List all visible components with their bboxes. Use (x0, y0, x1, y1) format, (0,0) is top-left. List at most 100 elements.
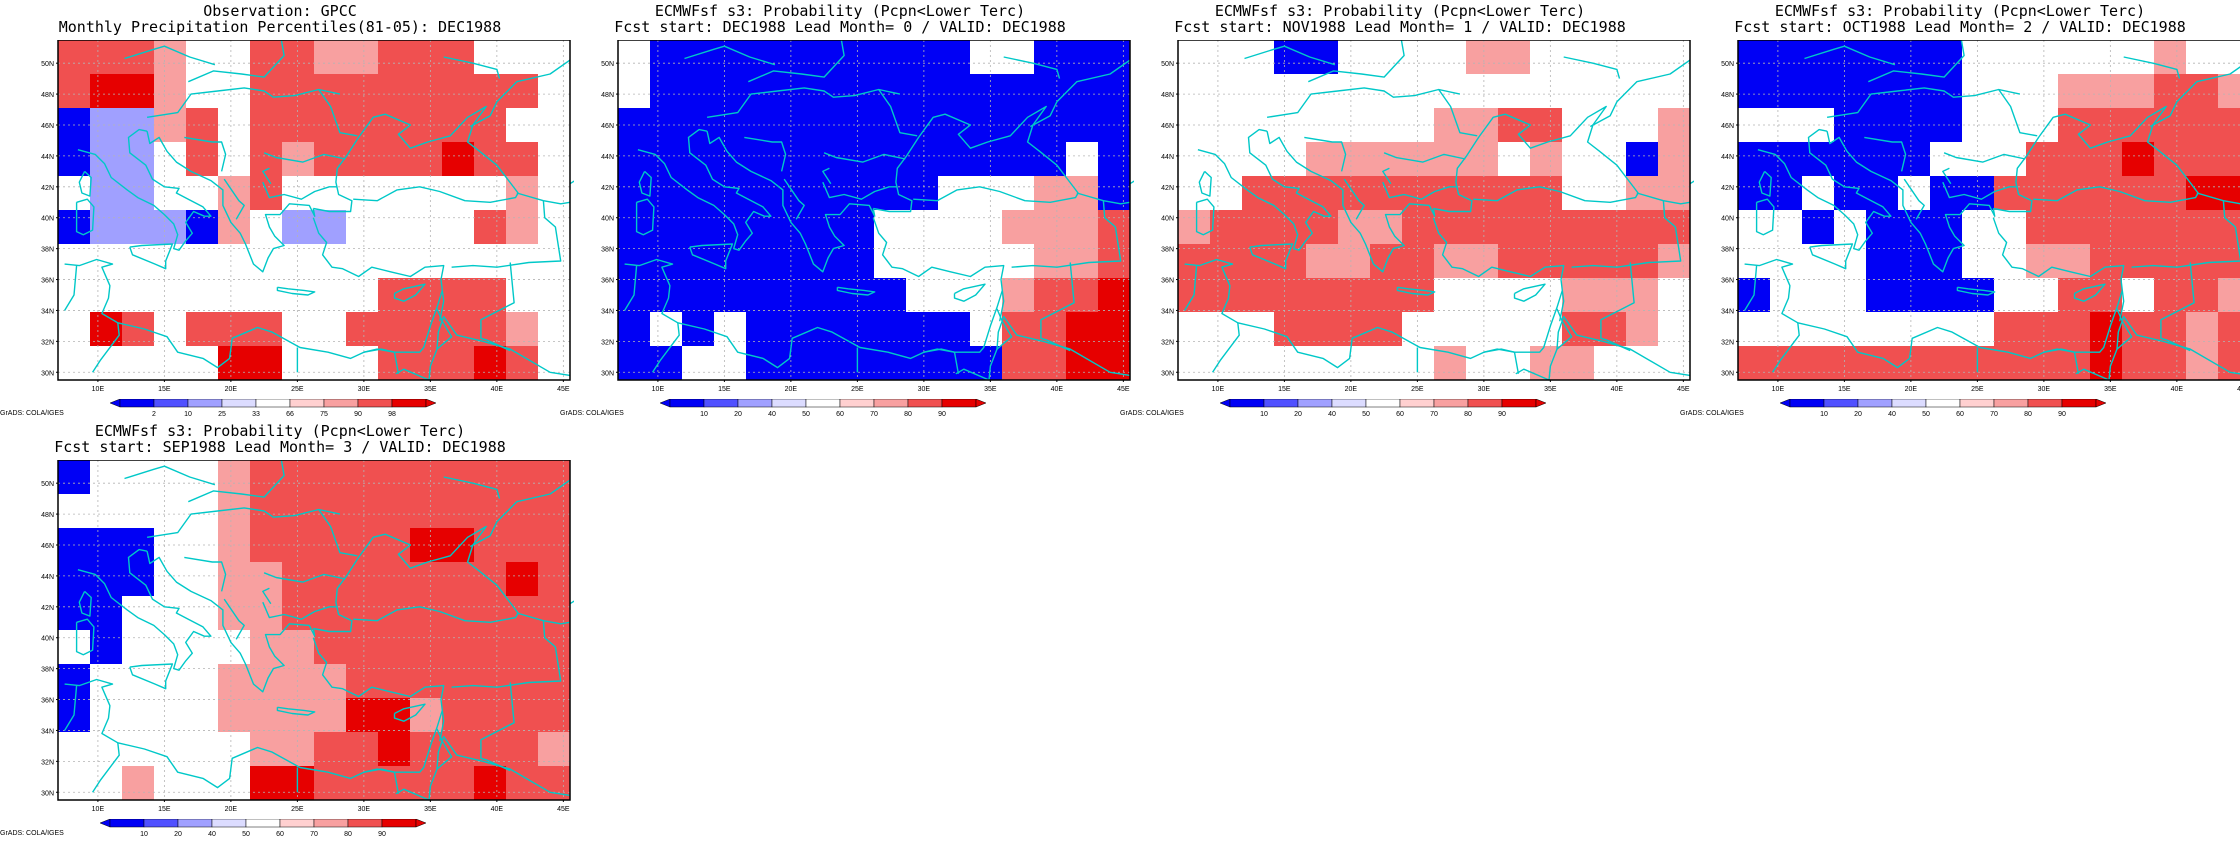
grid-cell (90, 108, 123, 143)
colorbar-segment (1399, 398, 1435, 408)
grid-cell (90, 766, 123, 801)
y-tick-label: 46N (41, 543, 54, 550)
grid-cell (1962, 244, 1995, 279)
colorbar-segment (2027, 398, 2063, 408)
grid-cell (1594, 210, 1627, 245)
y-tick-label: 34N (41, 308, 54, 315)
colorbar-segment (279, 818, 315, 828)
grid-cell (538, 278, 571, 313)
grid-cell (2058, 210, 2091, 245)
grid-cell (1594, 40, 1627, 75)
coastline (313, 105, 519, 213)
grid-cell (2058, 74, 2091, 109)
grid-cell (538, 596, 571, 631)
grid-cell (1834, 176, 1867, 211)
colorbar-label: 20 (1294, 411, 1302, 418)
y-tick-label: 32N (601, 339, 614, 346)
grid-cell (1242, 312, 1275, 347)
colorbar-segment (1263, 398, 1299, 408)
grid-cell (938, 312, 971, 347)
grid-cell (970, 40, 1003, 75)
coastline (78, 170, 92, 197)
grid-cell (378, 176, 411, 211)
grid-cell (506, 40, 539, 75)
coastline (706, 131, 876, 273)
x-tick-label: 40E (491, 806, 504, 813)
grid-cell (842, 40, 875, 75)
grid-cell (650, 210, 683, 245)
grid-cell (1626, 312, 1659, 347)
grid-cell (2186, 40, 2219, 75)
grid-cell (1306, 142, 1339, 177)
grid-cell (746, 346, 779, 381)
grid-cell (474, 596, 507, 631)
credit-label: GrADS: COLA/IGES (560, 410, 624, 417)
grid-cell (1594, 278, 1627, 313)
grid-cell (746, 312, 779, 347)
coastline (92, 322, 120, 373)
grid-cell (1658, 74, 1691, 109)
grid-cell (1370, 108, 1403, 143)
grid-cell (970, 176, 1003, 211)
colorbar-cap (975, 398, 987, 408)
grid-cell (1994, 176, 2027, 211)
grid-cell (378, 732, 411, 767)
coastline (469, 59, 571, 128)
grid-cell (90, 630, 123, 665)
coastline (2075, 315, 2240, 381)
grid-cell (442, 664, 475, 699)
grid-cell (474, 40, 507, 75)
grid-cell (1370, 74, 1403, 109)
colorbar-cap (659, 398, 671, 408)
grid-cell (1098, 312, 1131, 347)
grid-cell (442, 346, 475, 381)
grid-cell (874, 312, 907, 347)
grid-cell (1242, 210, 1275, 245)
coastline (263, 152, 346, 163)
grid-cell (410, 528, 443, 563)
grid-cell (1338, 312, 1371, 347)
coastline (1956, 286, 1996, 296)
grid-cell (906, 74, 939, 109)
grid-cell (314, 698, 347, 733)
credit-label: GrADS: COLA/IGES (0, 410, 64, 417)
coastline (1382, 181, 1458, 200)
colorbar-segment (211, 818, 247, 828)
colorbar-segment (187, 398, 223, 408)
grid-cell (2026, 346, 2059, 381)
grid-cell (938, 40, 971, 75)
grid-cell (1370, 176, 1403, 211)
coastline (689, 243, 734, 270)
grid-cell (2186, 346, 2219, 381)
coastline (1308, 40, 1405, 83)
grid-cell (682, 210, 715, 245)
grid-cell (1466, 210, 1499, 245)
grid-cell (1802, 210, 1835, 245)
colorbar-label: 2 (152, 411, 156, 418)
colorbar-label: 75 (320, 411, 328, 418)
y-tick-label: 46N (1721, 123, 1734, 130)
coastline (184, 136, 227, 172)
grid-cell (250, 40, 283, 75)
panel-fcst-lead3: ECMWFsf s3: Probability (Pcpn<Lower Terc… (0, 420, 574, 840)
grid-cell (474, 74, 507, 109)
coastline (823, 152, 906, 163)
grid-cell (90, 142, 123, 177)
grid-cell (1770, 312, 1803, 347)
grid-cell (2154, 210, 2187, 245)
credit-label: GrADS: COLA/IGES (0, 830, 64, 837)
grid-cell (2058, 40, 2091, 75)
grid-cell (1834, 40, 1867, 75)
grid-cell (250, 494, 283, 529)
colorbar-label: 60 (836, 411, 844, 418)
coastline (188, 40, 285, 83)
grid-cell (154, 460, 187, 495)
grid-cell (810, 176, 843, 211)
grid-cell (1530, 210, 1563, 245)
grid-cell (58, 210, 91, 245)
grid-cell (1866, 176, 1899, 211)
grid-cell (1210, 244, 1243, 279)
grid-cell (122, 346, 155, 381)
grid-cell (1930, 74, 1963, 109)
grid-cell (778, 40, 811, 75)
